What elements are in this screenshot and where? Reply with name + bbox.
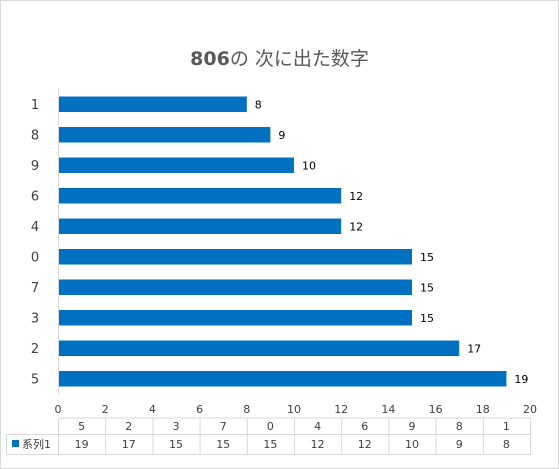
category-label-9: 9 [31,159,39,174]
x-tick-label-12: 12 [334,403,348,416]
data-label-0: 15 [420,251,434,264]
data-label-2: 17 [467,342,481,355]
data-label-5: 19 [514,373,528,386]
data-label-7: 15 [420,281,434,294]
table-legend-key [12,440,19,447]
data-label-8: 9 [278,129,285,142]
category-label-2: 2 [31,342,39,357]
bar-2 [59,340,460,356]
bar-9 [59,157,294,173]
x-tick-label-2: 2 [102,403,109,416]
x-tick-label-16: 16 [429,403,443,416]
chart-title-number: 806 [190,48,230,70]
category-label-5: 5 [31,372,39,387]
table-header-cell: 1 [503,420,510,433]
bar-1 [59,96,247,112]
data-label-4: 12 [349,220,363,233]
table-header-cell: 4 [314,420,321,433]
bar-3 [59,310,412,326]
table-header-cell: 8 [456,420,463,433]
bar-0 [59,249,412,265]
table-value-cell: 12 [311,438,325,451]
table-header-cell: 5 [78,420,85,433]
x-tick-label-0: 0 [55,403,62,416]
table-value-cell: 15 [216,438,230,451]
category-label-6: 6 [31,189,39,204]
table-value-cell: 9 [456,438,463,451]
bar-6 [59,188,342,204]
category-label-8: 8 [31,128,39,143]
category-label-0: 0 [31,250,39,265]
table-value-cell: 15 [169,438,183,451]
chart-title: 806の 次に出た数字 [0,44,559,71]
bar-8 [59,127,271,143]
category-label-3: 3 [31,311,39,326]
table-value-cell: 8 [503,438,510,451]
category-label-4: 4 [31,220,39,235]
table-header-cell: 3 [173,420,180,433]
x-tick-label-8: 8 [243,403,250,416]
table-header-cell: 0 [267,420,274,433]
chart-title-text: の 次に出た数字 [229,48,369,70]
table-value-cell: 17 [122,438,136,451]
table-header-cell: 7 [220,420,227,433]
x-tick-label-4: 4 [149,403,156,416]
x-tick-label-20: 20 [523,403,537,416]
table-header-cell: 9 [409,420,416,433]
bar-4 [59,218,342,234]
data-label-6: 12 [349,190,363,203]
bar-7 [59,279,412,295]
table-header-cell: 2 [125,420,132,433]
data-label-3: 15 [420,312,434,325]
data-label-9: 10 [302,159,316,172]
x-tick-label-10: 10 [287,403,301,416]
bar-5 [59,371,507,387]
x-tick-label-18: 18 [476,403,490,416]
table-value-cell: 15 [263,438,277,451]
category-label-7: 7 [31,281,39,296]
table-row-label: 系列1 [22,437,51,451]
table-value-cell: 10 [405,438,419,451]
x-tick-label-14: 14 [381,403,395,416]
x-tick-label-6: 6 [196,403,203,416]
table-header-cell: 6 [361,420,368,433]
table-value-cell: 19 [75,438,89,451]
category-label-1: 1 [31,98,39,113]
table-value-cell: 12 [358,438,372,451]
data-label-1: 8 [255,98,262,111]
